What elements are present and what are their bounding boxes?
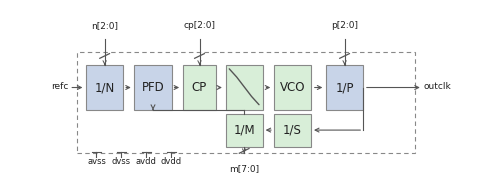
Text: dvdd: dvdd xyxy=(161,157,182,166)
Text: avss: avss xyxy=(87,157,106,166)
Text: p[2:0]: p[2:0] xyxy=(331,21,358,30)
Text: dvss: dvss xyxy=(112,157,131,166)
Bar xyxy=(183,65,216,110)
Text: n[2:0]: n[2:0] xyxy=(91,21,118,30)
Bar xyxy=(86,65,123,110)
Text: 1/S: 1/S xyxy=(283,124,302,137)
Text: outclk: outclk xyxy=(424,82,452,91)
Text: m[7:0]: m[7:0] xyxy=(229,165,259,173)
Text: 1/M: 1/M xyxy=(233,124,255,137)
Bar xyxy=(274,65,311,110)
Bar xyxy=(77,52,415,153)
Text: 1/N: 1/N xyxy=(95,81,115,94)
Bar xyxy=(226,114,263,146)
Bar xyxy=(326,65,363,110)
Text: refc: refc xyxy=(51,82,68,91)
Bar xyxy=(134,65,172,110)
Text: 1/P: 1/P xyxy=(336,81,354,94)
Text: avdd: avdd xyxy=(136,157,157,166)
Bar xyxy=(274,114,311,146)
Bar xyxy=(226,65,263,110)
Text: VCO: VCO xyxy=(280,81,305,94)
Text: CP: CP xyxy=(192,81,207,94)
Text: PFD: PFD xyxy=(142,81,164,94)
Text: cp[2:0]: cp[2:0] xyxy=(183,21,216,30)
